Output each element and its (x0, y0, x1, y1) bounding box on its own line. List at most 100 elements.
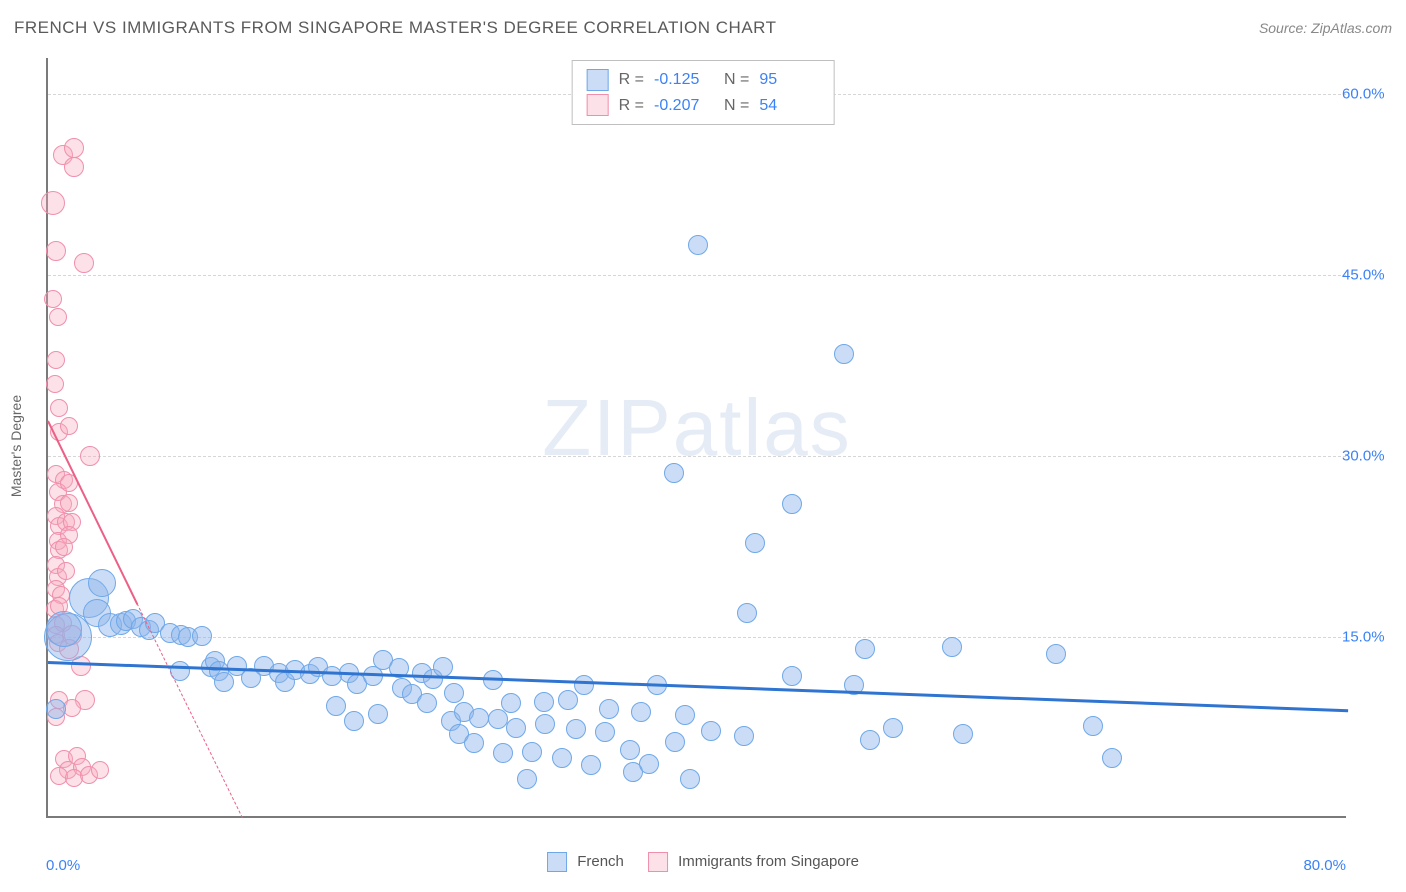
r-value: -0.207 (654, 93, 714, 119)
data-point-blue (444, 683, 464, 703)
data-point-blue (1046, 644, 1066, 664)
data-point-blue (326, 696, 346, 716)
y-tick-label: 45.0% (1342, 267, 1402, 284)
data-point-blue (675, 705, 695, 725)
data-point-blue (782, 494, 802, 514)
x-axis-max-label: 80.0% (1303, 857, 1346, 874)
data-point-blue (782, 666, 802, 686)
data-point-pink (80, 446, 100, 466)
y-tick-label: 30.0% (1342, 448, 1402, 465)
data-point-pink (49, 308, 67, 326)
data-point-blue (595, 722, 615, 742)
data-point-pink (47, 351, 65, 369)
n-label: N = (724, 67, 749, 93)
data-point-pink (74, 253, 94, 273)
data-point-blue (552, 748, 572, 768)
data-point-blue (433, 657, 453, 677)
legend-row-blue: R = -0.125 N = 95 (587, 67, 820, 93)
data-point-blue (745, 533, 765, 553)
data-point-blue (680, 769, 700, 789)
data-point-blue (665, 732, 685, 752)
data-point-blue (493, 743, 513, 763)
data-point-blue (631, 702, 651, 722)
data-point-pink (64, 157, 84, 177)
n-value: 54 (759, 93, 819, 119)
data-point-blue (46, 699, 66, 719)
data-point-pink (44, 290, 62, 308)
data-point-blue (417, 693, 437, 713)
data-point-blue (834, 344, 854, 364)
data-point-blue (46, 611, 82, 647)
y-axis-title: Master's Degree (8, 395, 24, 497)
data-point-blue (506, 718, 526, 738)
r-value: -0.125 (654, 67, 714, 93)
data-point-blue (566, 719, 586, 739)
data-point-blue (688, 235, 708, 255)
data-point-blue (534, 692, 554, 712)
data-point-pink (46, 375, 64, 393)
r-label: R = (619, 93, 644, 119)
scatter-plot: ZIPatlas 15.0%30.0%45.0%60.0% (46, 58, 1346, 818)
r-label: R = (619, 67, 644, 93)
data-point-blue (1083, 716, 1103, 736)
data-point-blue (599, 699, 619, 719)
data-point-blue (368, 704, 388, 724)
data-point-blue (214, 672, 234, 692)
data-point-blue (639, 754, 659, 774)
data-point-blue (464, 733, 484, 753)
data-point-blue (581, 755, 601, 775)
legend-row-pink: R = -0.207 N = 54 (587, 93, 820, 119)
data-point-blue (558, 690, 578, 710)
data-point-blue (192, 626, 212, 646)
data-point-blue (734, 726, 754, 746)
swatch-blue-icon (547, 852, 567, 872)
data-point-pink (60, 417, 78, 435)
watermark: ZIPatlas (542, 382, 851, 474)
data-point-pink (50, 399, 68, 417)
data-point-pink (41, 191, 65, 215)
legend-item-singapore: Immigrants from Singapore (648, 852, 859, 872)
data-point-pink (57, 562, 75, 580)
data-point-blue (620, 740, 640, 760)
data-point-blue (88, 569, 116, 597)
data-point-pink (64, 138, 84, 158)
data-point-blue (501, 693, 521, 713)
data-point-blue (535, 714, 555, 734)
data-point-pink (91, 761, 109, 779)
y-tick-label: 60.0% (1342, 86, 1402, 103)
data-point-blue (701, 721, 721, 741)
data-point-blue (737, 603, 757, 623)
data-point-blue (574, 675, 594, 695)
x-axis-min-label: 0.0% (46, 857, 80, 874)
data-point-blue (664, 463, 684, 483)
data-point-blue (953, 724, 973, 744)
source-label: Source: ZipAtlas.com (1259, 20, 1392, 36)
data-point-blue (860, 730, 880, 750)
legend-label: Immigrants from Singapore (678, 853, 859, 870)
swatch-pink-icon (587, 94, 609, 116)
legend-label: French (577, 853, 624, 870)
gridline (48, 456, 1346, 457)
data-point-pink (46, 241, 66, 261)
data-point-blue (855, 639, 875, 659)
gridline (48, 637, 1346, 638)
trendline-blue (48, 661, 1348, 712)
data-point-blue (469, 708, 489, 728)
series-legend: French Immigrants from Singapore (547, 852, 859, 872)
gridline (48, 275, 1346, 276)
data-point-pink (55, 538, 73, 556)
chart-title: FRENCH VS IMMIGRANTS FROM SINGAPORE MAST… (14, 18, 777, 38)
data-point-blue (522, 742, 542, 762)
legend-item-french: French (547, 852, 624, 872)
y-tick-label: 15.0% (1342, 629, 1402, 646)
correlation-legend: R = -0.125 N = 95 R = -0.207 N = 54 (572, 60, 835, 125)
data-point-blue (883, 718, 903, 738)
swatch-pink-icon (648, 852, 668, 872)
n-value: 95 (759, 67, 819, 93)
data-point-blue (1102, 748, 1122, 768)
n-label: N = (724, 93, 749, 119)
data-point-blue (344, 711, 364, 731)
swatch-blue-icon (587, 69, 609, 91)
data-point-blue (942, 637, 962, 657)
data-point-blue (517, 769, 537, 789)
